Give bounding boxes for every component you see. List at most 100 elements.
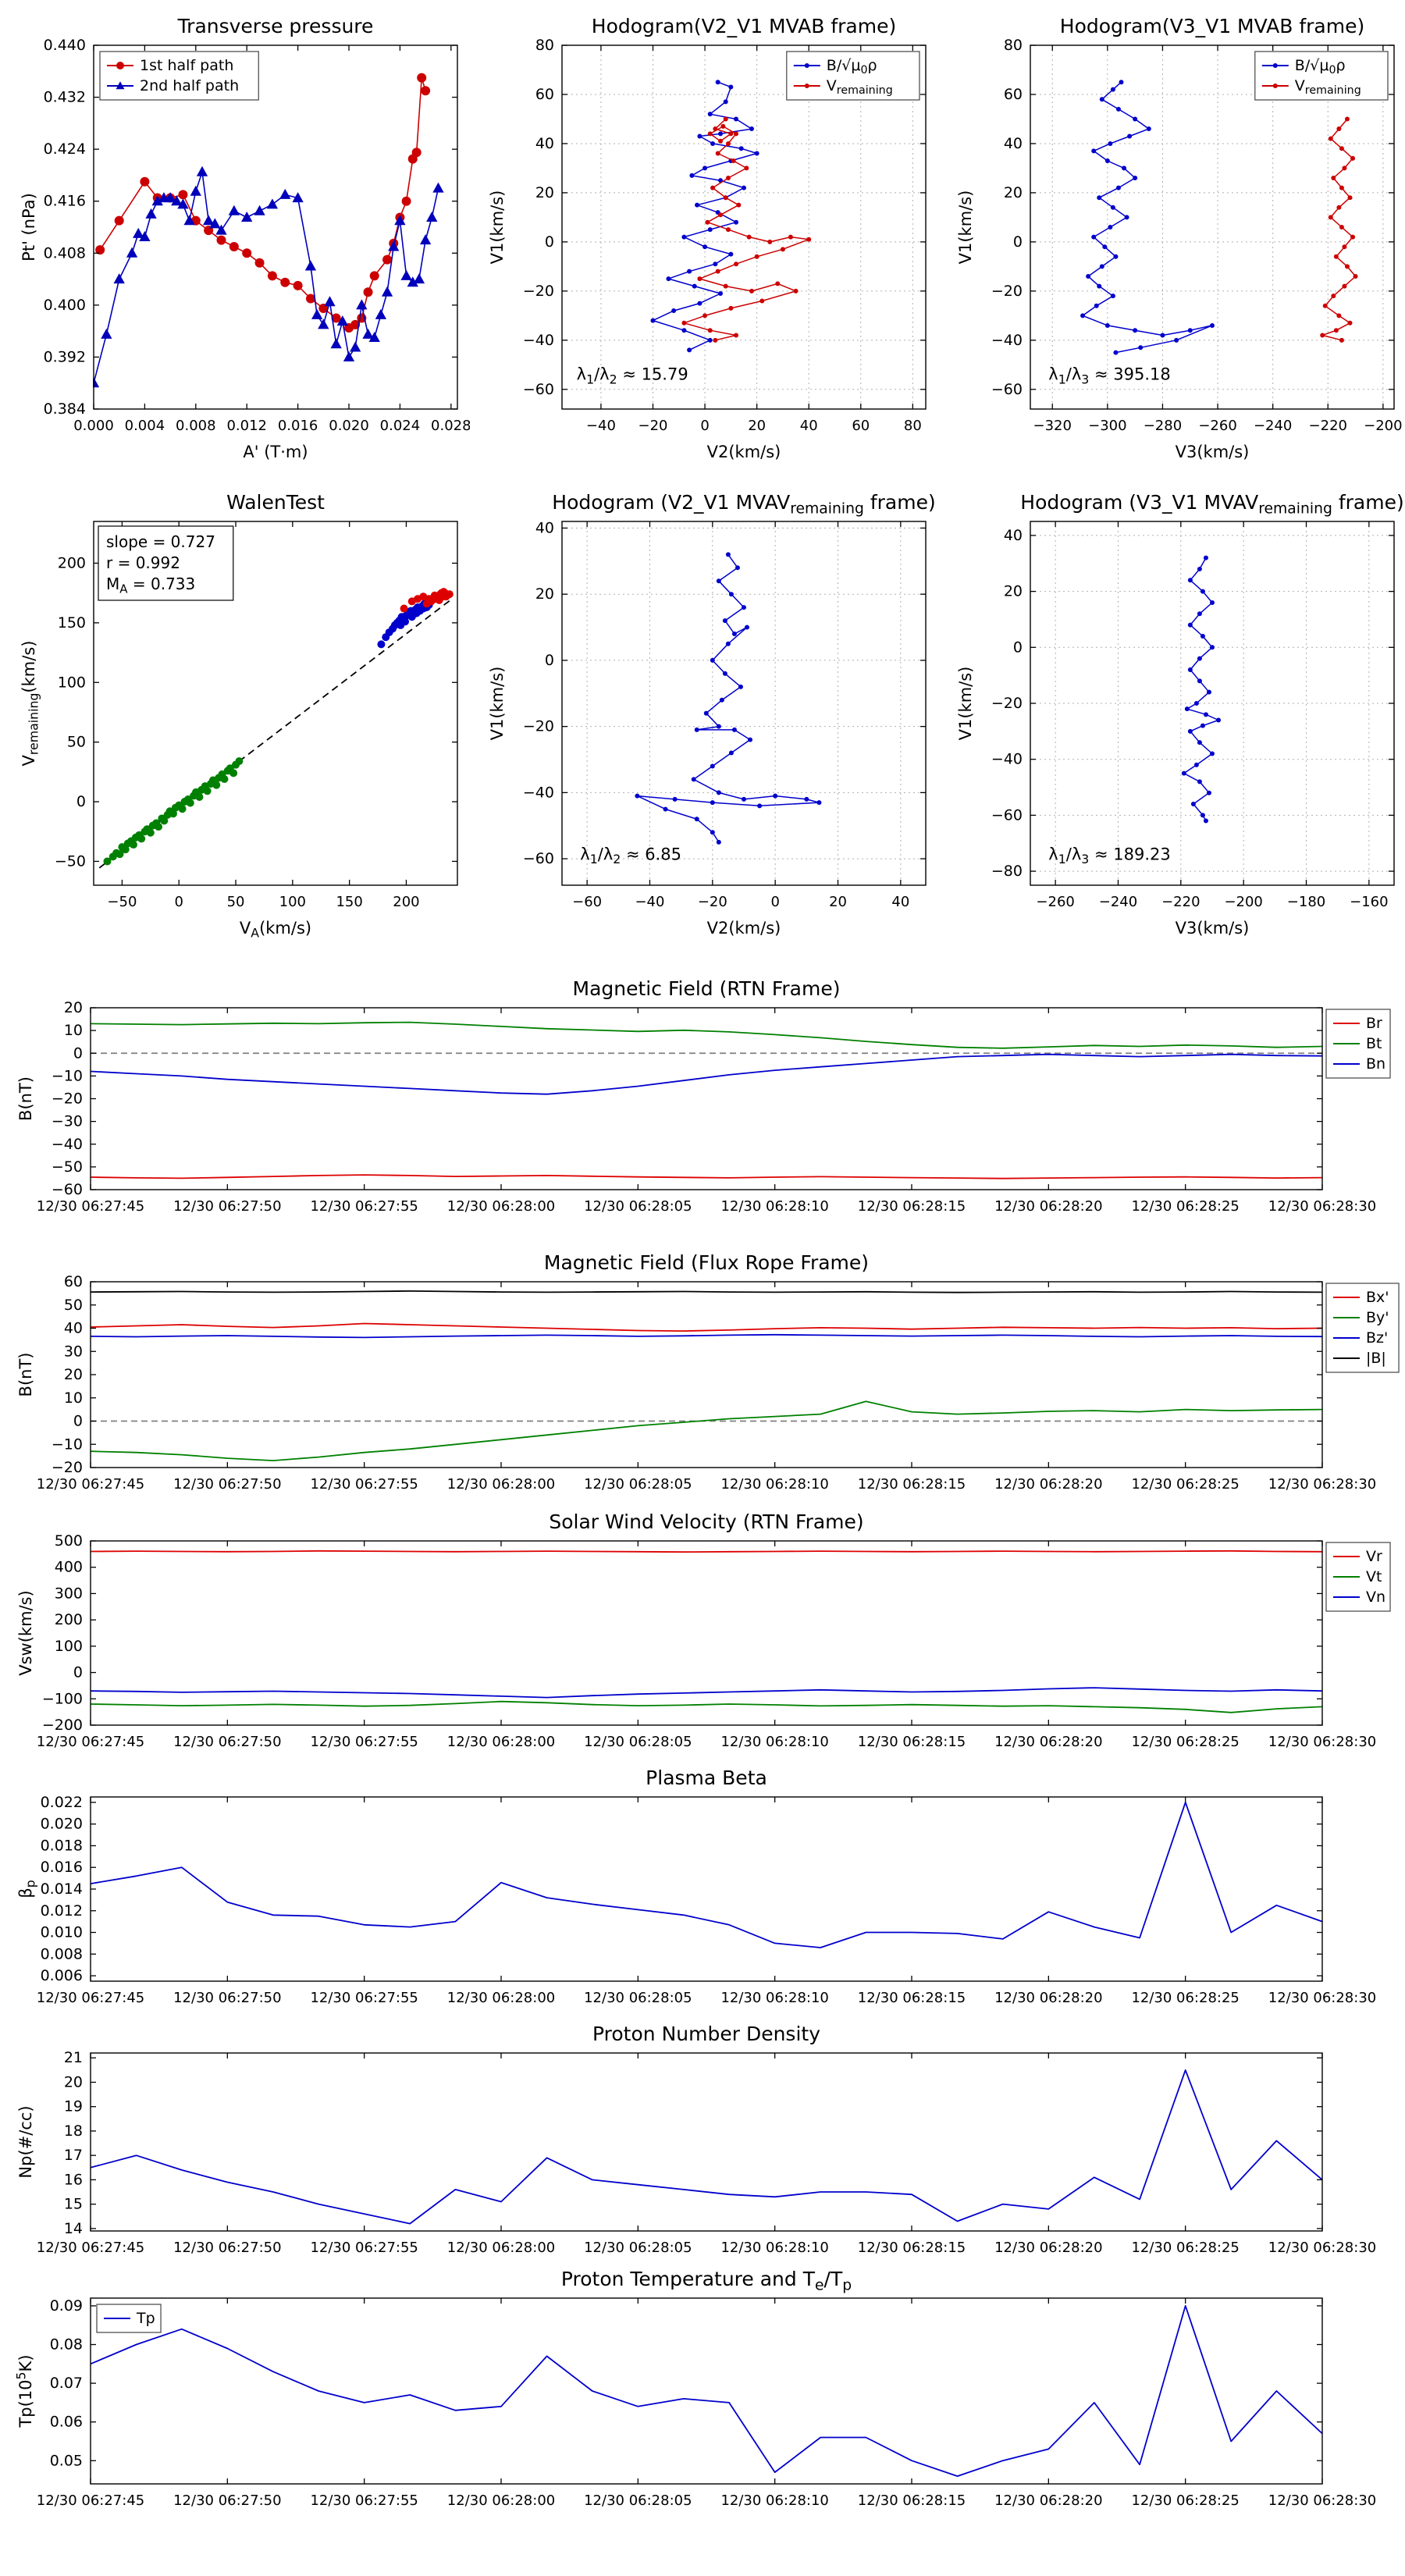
legend-label: Bt [1366,1035,1382,1052]
x-tick-label: 12/30 06:28:00 [447,1734,555,1750]
marker [1347,320,1353,326]
marker [171,195,183,206]
marker [728,251,734,257]
marker [722,618,727,624]
marker [164,192,176,203]
marker [734,131,739,137]
marker [1094,303,1099,308]
y-tick-label: 0.416 [44,193,86,210]
marker [279,188,291,199]
marker [742,605,746,610]
marker [133,227,144,238]
y-tick-label: 0.05 [50,2452,83,2469]
marker [681,234,687,240]
series-Tp [90,2305,1323,2477]
y-tick-label: 16 [64,2171,83,2188]
y-tick-label: 19 [64,2098,83,2115]
marker [806,237,812,242]
marker [692,283,697,289]
x-tick-label: 12/30 06:28:20 [994,2240,1102,2256]
y-tick-label: 0.018 [41,1837,83,1854]
marker [691,777,696,782]
panel-hodogram-v3v1-mvab: −320 −300 −280 −260 −240 −220 −200 −60 −40 −20 0 20… [938,9,1405,471]
x-tick-label: 0.004 [125,418,165,434]
y-tick-label: 20 [1004,184,1023,201]
marker [1197,678,1202,684]
marker [229,241,239,251]
marker [687,269,692,274]
marker [744,165,749,171]
y-tick-label: 0.07 [50,2375,83,2392]
x-tick-label: 12/30 06:27:45 [37,1990,144,2006]
marker [1339,225,1344,229]
marker [1104,322,1110,328]
marker [241,212,253,222]
plot-background [94,45,457,409]
axes-border [1030,44,1395,410]
marker [697,276,702,282]
marker [788,234,793,240]
x-tick-label: 12/30 06:28:05 [584,2240,692,2256]
marker [1097,283,1102,289]
marker [723,116,728,122]
plot-background [1030,45,1394,409]
x-tick-label: 12/30 06:28:00 [447,1990,555,2006]
marker [140,176,150,187]
marker [716,724,721,729]
marker [114,215,124,226]
marker [1187,728,1193,734]
marker [1190,802,1196,807]
y-tick-label: 40 [1004,135,1023,152]
y-tick-label: 0.006 [41,1967,83,1984]
legend-label: Bx' [1366,1289,1389,1306]
y-tick-label: −40 [523,332,554,349]
x-tick-label: 12/30 06:28:05 [584,2492,692,2509]
marker [116,62,124,69]
panel-proton-number-density: 12/30 06:27:45 12/30 06:27:50 12/30 06:27:… [0,2017,1405,2262]
y-tick-label: 100 [55,1638,83,1655]
y-tick-label: 0.008 [41,1945,83,1962]
marker [375,308,387,319]
legend-box [1254,51,1389,101]
marker [363,287,373,297]
y-tick-label: −60 [991,806,1023,824]
marker [725,641,731,646]
x-tick-label: 12/30 06:28:00 [447,1476,555,1493]
marker [1097,195,1102,201]
marker [437,589,446,597]
x-tick-label: 0.020 [329,418,369,434]
marker [720,123,726,129]
x-tick-label: 12/30 06:27:45 [37,1734,144,1750]
x-tick-label: 12/30 06:28:30 [1268,2492,1376,2509]
x-tick-label: 12/30 06:28:15 [858,2240,966,2256]
marker [726,176,731,181]
legend-label: Tp [136,2310,155,2327]
marker [754,254,759,259]
marker [1347,195,1353,201]
marker [196,165,208,176]
marker [1119,80,1124,85]
y-tick-label: 80 [535,37,554,54]
marker [178,190,188,200]
chart-title: Magnetic Field (Flux Rope Frame) [544,1251,869,1274]
marker [412,609,421,617]
marker [220,775,229,784]
x-tick-label: 12/30 06:28:25 [1131,1990,1239,2006]
marker [697,133,702,139]
marker [1099,264,1104,269]
plot-background [91,1282,1322,1468]
y-tick-label: −200 [42,1717,83,1734]
y-axis-label: V1(km/s) [956,667,975,741]
x-tick-label: 12/30 06:28:25 [1131,2492,1239,2509]
marker [356,299,368,310]
y-tick-label: 15 [64,2196,83,2213]
y-tick-label: 20 [1004,583,1023,600]
x-tick-label: 12/30 06:28:05 [584,1734,692,1750]
y-tick-label: 0.400 [44,297,86,314]
marker [663,806,668,812]
y-tick-label: −20 [52,1091,83,1108]
marker [1193,762,1199,767]
marker [695,202,700,208]
y-axis-label: B(nT) [16,1353,35,1397]
x-tick-label: 12/30 06:28:00 [447,1198,555,1215]
